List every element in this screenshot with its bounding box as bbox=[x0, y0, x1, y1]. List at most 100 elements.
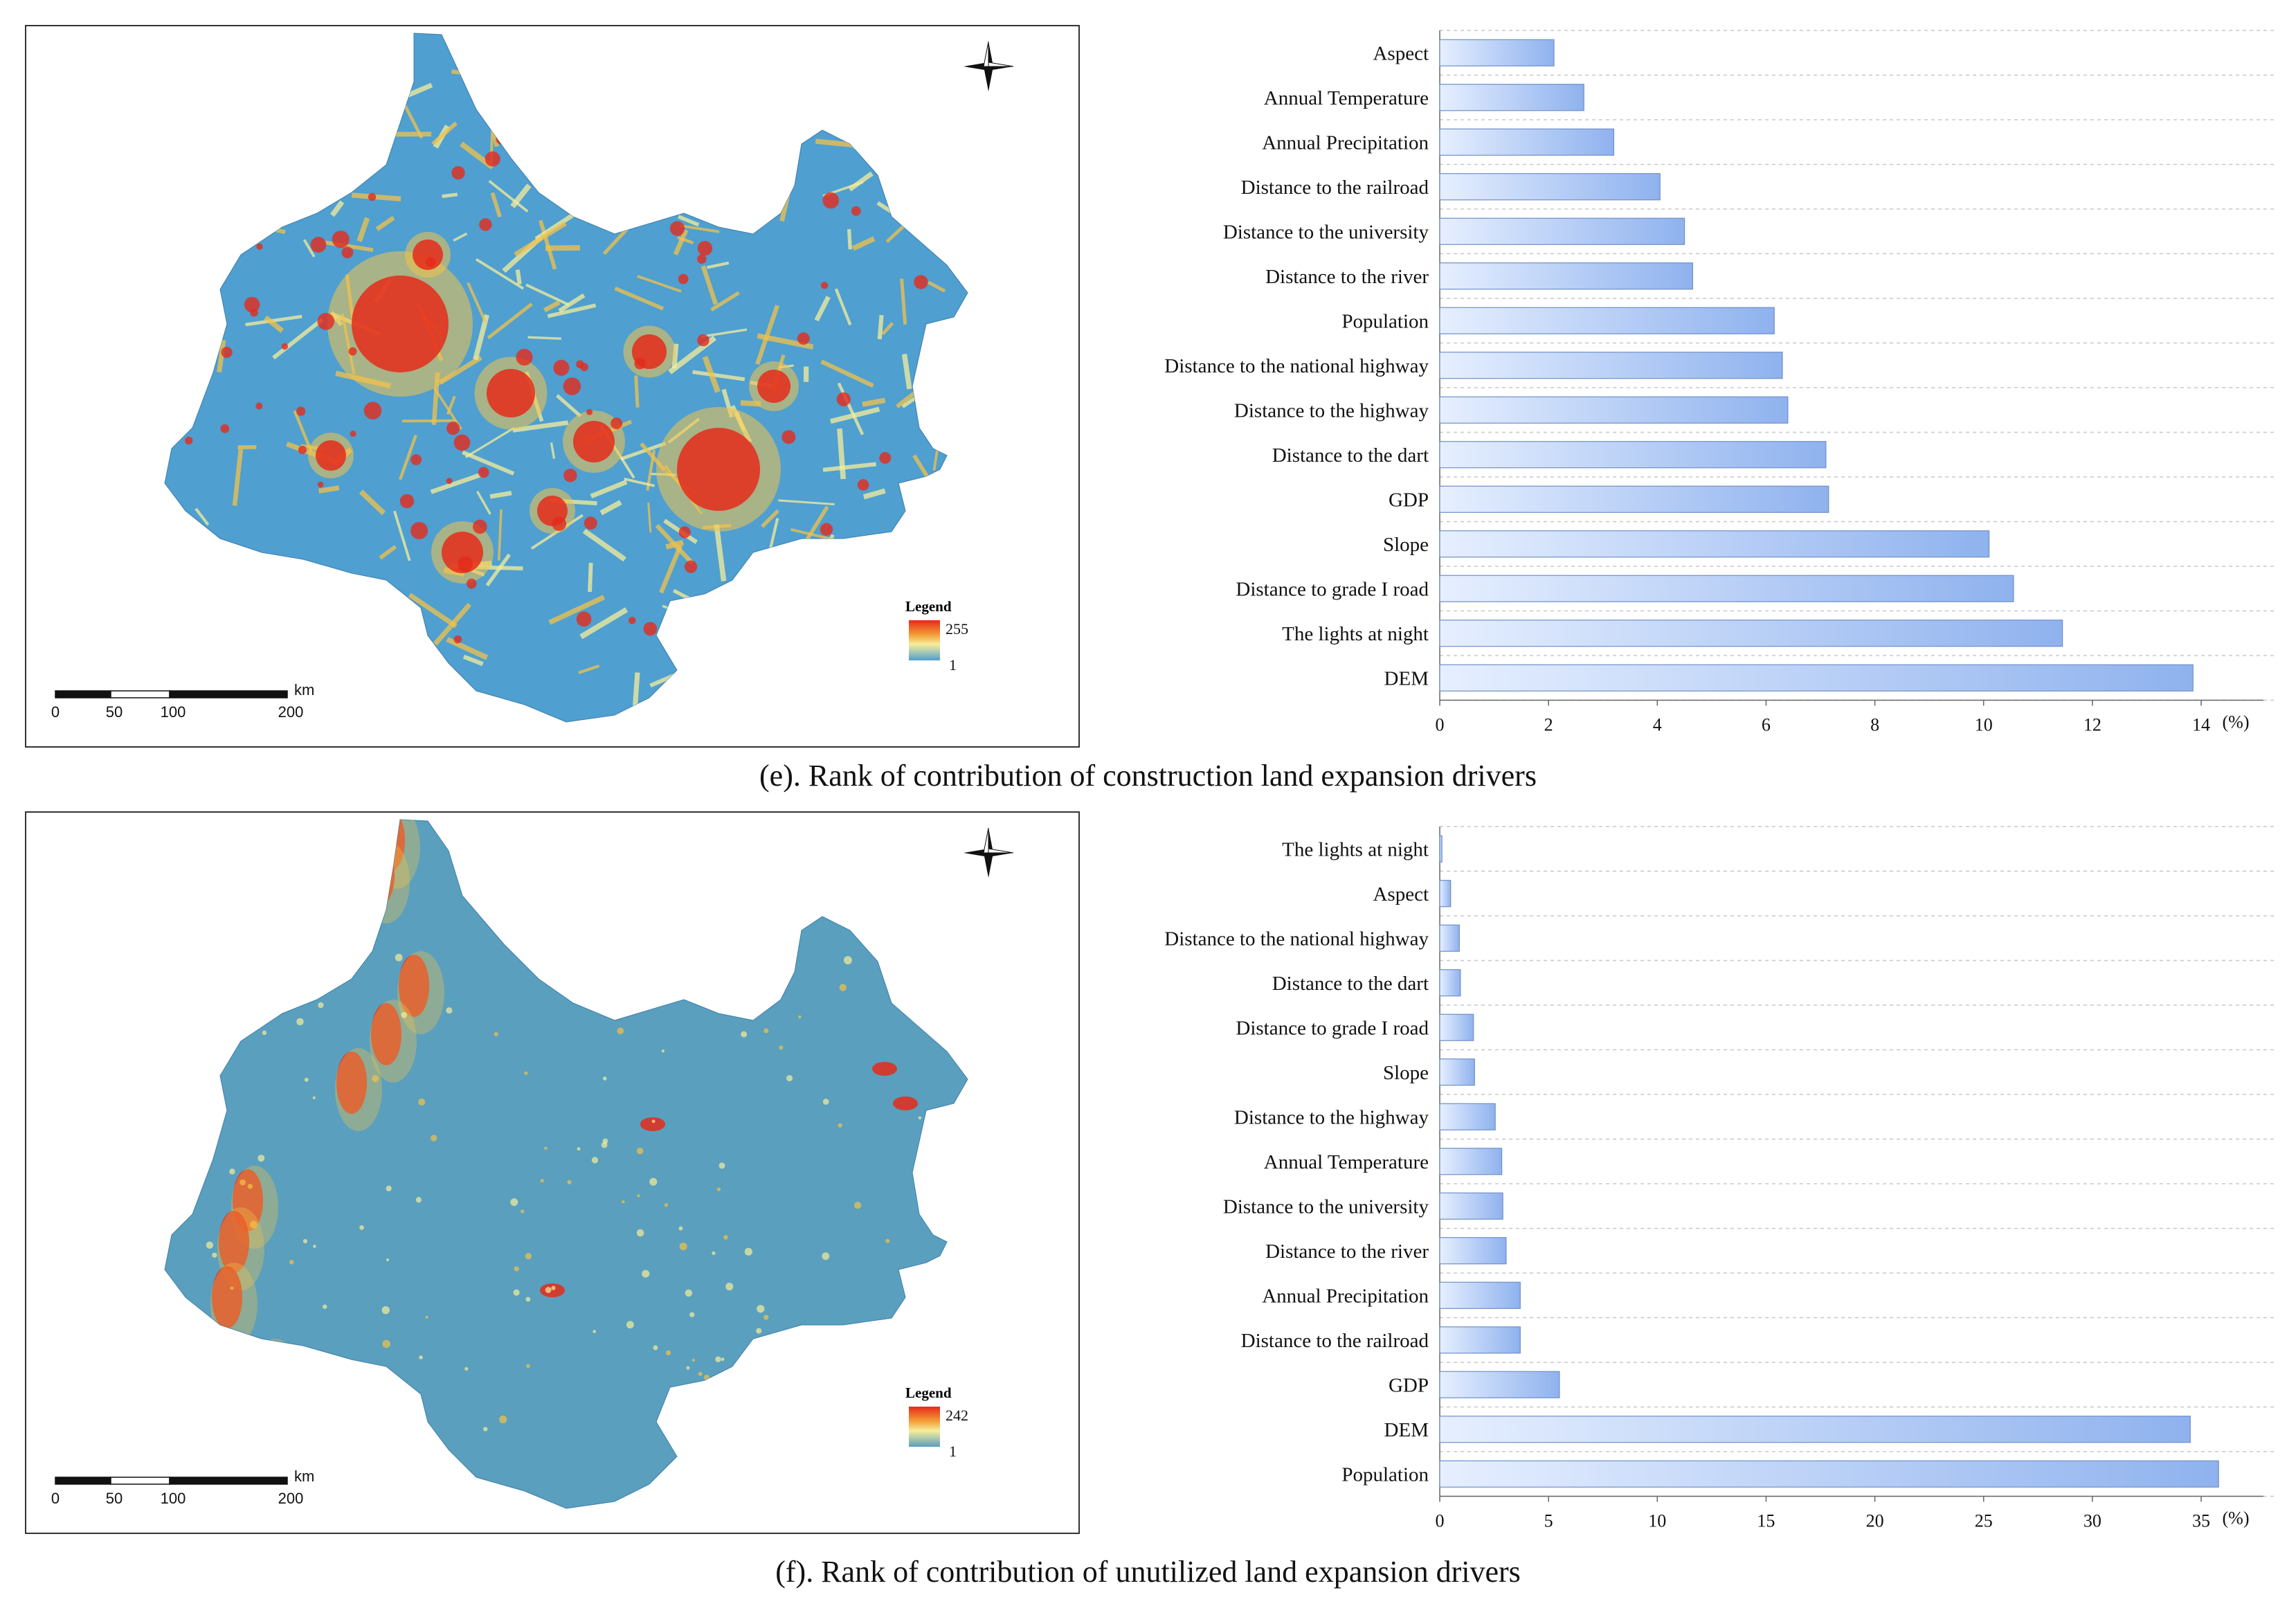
heat-spot bbox=[410, 454, 422, 465]
heat-spot bbox=[250, 308, 258, 317]
heat-streak bbox=[302, 239, 316, 258]
heat-spot bbox=[763, 1315, 769, 1320]
heat-spot bbox=[817, 1423, 823, 1429]
bar bbox=[1439, 530, 1990, 558]
heat-streak bbox=[188, 238, 219, 253]
heat-streak bbox=[401, 419, 455, 423]
heat-streak bbox=[834, 610, 851, 626]
heat-streak bbox=[588, 199, 624, 223]
heat-core bbox=[399, 955, 429, 1017]
heat-streak bbox=[829, 67, 857, 107]
scale-segment bbox=[169, 1477, 288, 1485]
heat-streak bbox=[706, 261, 730, 269]
heat-streak bbox=[736, 168, 754, 226]
heat-spot bbox=[232, 1405, 240, 1414]
bar bbox=[1439, 39, 1555, 66]
category-label: Slope bbox=[1383, 1062, 1429, 1084]
bar bbox=[1439, 1371, 1560, 1398]
heat-spot bbox=[526, 1364, 530, 1369]
heat-spot bbox=[266, 213, 276, 224]
north-arrow-icon bbox=[964, 827, 1014, 878]
heat-spot bbox=[208, 1080, 212, 1084]
heat-streak bbox=[260, 163, 282, 174]
heat-streak bbox=[182, 101, 187, 124]
heat-streak bbox=[525, 283, 570, 307]
heat-streak bbox=[291, 120, 305, 149]
heat-spot bbox=[313, 1245, 316, 1248]
heat-spot bbox=[417, 1406, 423, 1411]
heat-streak bbox=[809, 534, 835, 571]
heat-spot bbox=[473, 519, 487, 534]
heat-spot bbox=[857, 479, 869, 491]
heat-spot bbox=[635, 122, 653, 140]
legend-title: Legend bbox=[905, 1384, 952, 1401]
heat-spot bbox=[544, 1146, 548, 1151]
heat-spot bbox=[900, 624, 907, 631]
bar bbox=[1439, 1460, 2219, 1488]
heat-spot bbox=[636, 1229, 644, 1237]
heat-spot bbox=[794, 1409, 798, 1414]
heat-spot bbox=[879, 452, 892, 464]
heat-streak bbox=[489, 491, 512, 499]
heat-spot bbox=[464, 1366, 469, 1371]
heat-streak bbox=[837, 428, 846, 480]
heat-spot bbox=[399, 494, 415, 509]
bar bbox=[1439, 262, 1693, 290]
scale-tick-label: 0 bbox=[51, 1490, 60, 1507]
heat-spot bbox=[874, 1411, 880, 1416]
heat-streak bbox=[301, 615, 311, 650]
heat-streak bbox=[548, 595, 606, 625]
heat-spot bbox=[918, 1116, 922, 1120]
heat-streak bbox=[165, 633, 188, 671]
heat-streak bbox=[186, 219, 205, 260]
heat-streak bbox=[862, 397, 886, 407]
heat-streak bbox=[527, 336, 561, 340]
heat-spot bbox=[914, 194, 925, 206]
heat-spot bbox=[593, 1330, 597, 1333]
heat-streak bbox=[550, 442, 556, 459]
heat-spot bbox=[553, 359, 570, 376]
panel-f: Legend 242 1 0 50 100 200 km The lights at nigh… bbox=[0, 803, 2296, 1606]
heat-core bbox=[573, 421, 615, 462]
heat-streak bbox=[248, 222, 286, 235]
heat-spot bbox=[697, 334, 709, 347]
heat-spot bbox=[689, 1312, 695, 1317]
heat-streak bbox=[487, 303, 533, 340]
x-tick-label: 15 bbox=[1757, 1511, 1775, 1531]
heat-streak bbox=[667, 162, 684, 211]
heat-spot bbox=[822, 1252, 830, 1261]
heat-spot bbox=[446, 1007, 453, 1014]
heat-spot bbox=[348, 347, 357, 356]
heat-streak bbox=[375, 215, 395, 231]
bar bbox=[1439, 1058, 1475, 1086]
heat-spot bbox=[820, 282, 829, 289]
heat-streak bbox=[877, 314, 884, 340]
heat-streak bbox=[217, 339, 226, 373]
heat-spot bbox=[381, 1306, 390, 1315]
heat-spot bbox=[281, 343, 289, 350]
heat-spot bbox=[626, 179, 642, 195]
heat-streak bbox=[515, 269, 522, 285]
heat-streak bbox=[755, 305, 780, 366]
heat-spot bbox=[545, 1287, 552, 1293]
heat-streak bbox=[245, 314, 302, 327]
category-label: Distance to the highway bbox=[1234, 1106, 1429, 1128]
heat-streak bbox=[683, 678, 703, 696]
heat-spot bbox=[797, 332, 810, 345]
unit-label: (%) bbox=[2223, 712, 2250, 732]
heat-streak bbox=[647, 502, 652, 533]
category-label: Annual Precipitation bbox=[1262, 132, 1429, 154]
heat-streak bbox=[907, 500, 911, 529]
heat-spot bbox=[925, 1134, 932, 1142]
heat-spot bbox=[485, 151, 500, 167]
heat-streak bbox=[838, 674, 866, 719]
heat-streak bbox=[614, 287, 665, 311]
heat-streak bbox=[485, 553, 512, 587]
heat-spot bbox=[425, 1315, 428, 1319]
heat-streak bbox=[488, 179, 529, 213]
category-label: DEM bbox=[1384, 1419, 1429, 1441]
heat-streak bbox=[391, 647, 433, 687]
legend-min-label: 1 bbox=[949, 656, 957, 674]
heat-streak bbox=[398, 434, 417, 480]
category-label: Distance to grade I road bbox=[1236, 1017, 1429, 1039]
